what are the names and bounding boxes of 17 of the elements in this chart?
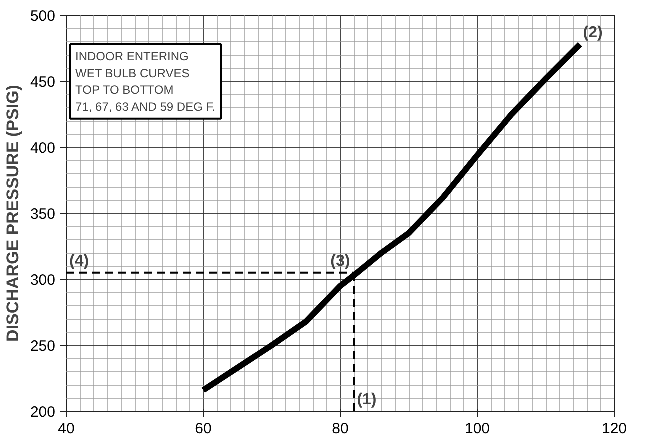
y-tick-label: 400: [30, 140, 56, 157]
y-axis-title: DISCHARGE PRESSURE (PSIG): [3, 85, 22, 342]
x-tick-label: 60: [195, 420, 212, 436]
x-tick-label: 100: [464, 420, 490, 436]
y-tick-label: 450: [30, 74, 56, 91]
annotation: (1): [357, 392, 377, 408]
x-tick-label: 120: [602, 420, 628, 436]
y-tick-label: 300: [30, 272, 56, 289]
y-tick-label: 500: [30, 8, 56, 25]
y-tick-label: 350: [30, 206, 56, 223]
y-tick-label: 250: [30, 338, 56, 355]
x-tick-label: 40: [58, 420, 75, 436]
annotation: INDOOR ENTERING WET BULB CURVES TOP TO BOTTOM 71, 67, 63 AND 59 DEG F.: [76, 50, 216, 114]
annotation: (4): [70, 252, 90, 270]
x-tick-label: 80: [332, 420, 349, 436]
y-tick-label: 200: [30, 404, 56, 421]
annotation: (2): [583, 24, 603, 42]
